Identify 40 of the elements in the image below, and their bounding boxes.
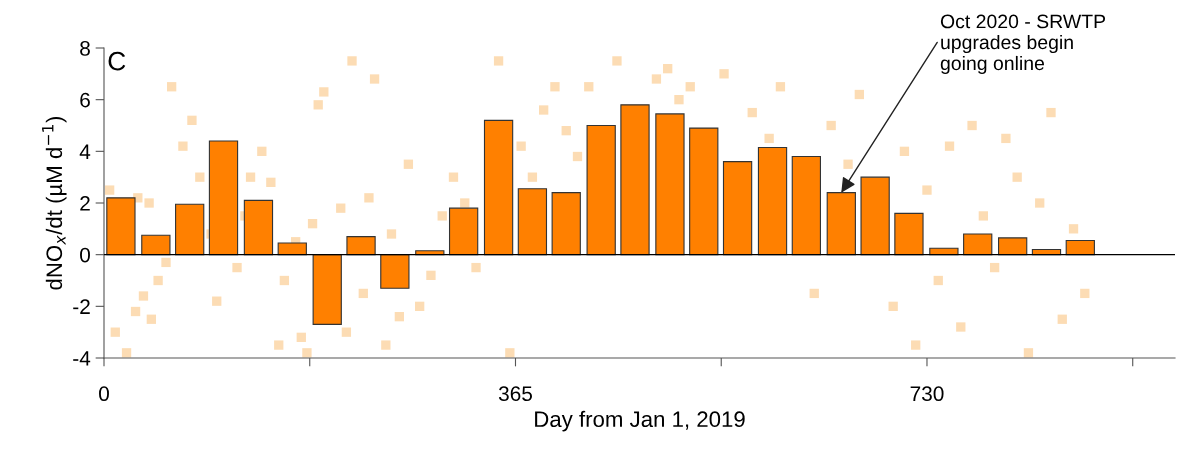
y-tick-label: -4 (73, 351, 91, 366)
bar (894, 212, 924, 256)
annotation: Oct 2020 - SRWTP upgrades begin going online (940, 14, 1106, 75)
x-tick-label: 0 (99, 386, 109, 402)
bar (757, 146, 788, 256)
bar (208, 140, 239, 256)
bar (551, 192, 581, 256)
bar (312, 254, 342, 325)
bar (791, 155, 821, 256)
x-tick-label: 365 (498, 386, 532, 402)
y-axis-title: dNO$_{x}$/dt (µM d$^{−1}$) (42, 116, 67, 290)
bar (826, 192, 856, 256)
bar (620, 104, 650, 256)
bar (277, 242, 307, 256)
bar (175, 203, 205, 256)
bar (722, 161, 753, 256)
bar (346, 236, 376, 256)
y-tick-label: 4 (79, 144, 91, 159)
chart-title: C (108, 51, 126, 71)
bar (106, 197, 136, 256)
y-tick-label: -2 (73, 299, 90, 314)
bar (517, 188, 548, 256)
bar (243, 199, 274, 256)
bar (448, 207, 479, 256)
bar (655, 113, 685, 256)
bar (860, 176, 890, 256)
bar (689, 127, 719, 256)
y-tick-label: 6 (80, 92, 90, 108)
y-tick-label: 2 (80, 196, 90, 211)
bar (483, 119, 514, 256)
bar (1065, 239, 1095, 256)
bar (998, 237, 1028, 256)
bar (963, 233, 993, 256)
bar (141, 234, 171, 256)
y-tick-label: 0 (80, 247, 90, 263)
y-tick-label: 8 (80, 41, 90, 56)
bar (586, 124, 616, 256)
x-axis-title: Day from Jan 1, 2019 (535, 410, 745, 432)
x-tick-label: 730 (910, 386, 944, 402)
bar (380, 254, 410, 289)
